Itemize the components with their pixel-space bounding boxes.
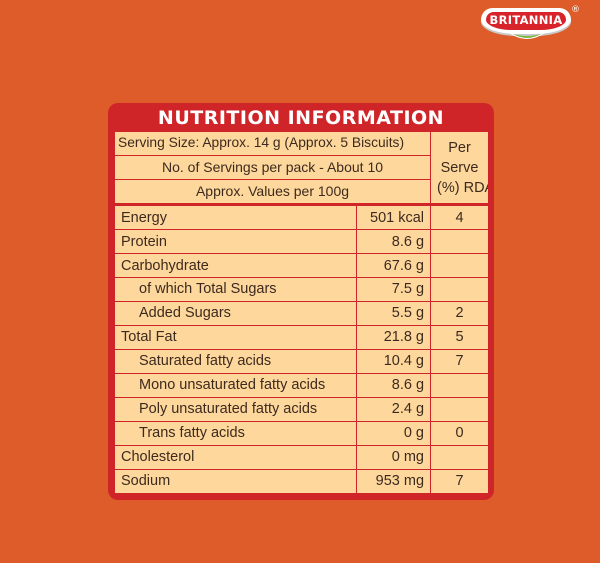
values-basis-row: Approx. Values per 100g bbox=[113, 178, 489, 206]
servings-per-pack: No. of Servings per pack - About 10 bbox=[113, 154, 432, 180]
nutrient-value: 501 kcal bbox=[355, 202, 432, 231]
nutrient-rda: 2 bbox=[430, 300, 490, 326]
nutrient-name: Added Sugars bbox=[114, 300, 357, 326]
nutrient-value: 5.5 g bbox=[355, 300, 432, 326]
serving-size: Serving Size: Approx. 14 g (Approx. 5 Bi… bbox=[113, 131, 432, 156]
serving-size-row: Serving Size: Approx. 14 g (Approx. 5 Bi… bbox=[113, 131, 490, 205]
nutrient-row: Sodium 953 mg 7 bbox=[114, 468, 490, 495]
nutrient-value: 2.4 g bbox=[355, 396, 432, 422]
nutrient-row: Cholesterol 0 mg bbox=[114, 444, 490, 470]
per-serve-line1: Per bbox=[448, 139, 471, 156]
nutrient-row: of which Total Sugars 7.5 g bbox=[114, 277, 490, 302]
nutrition-title: NUTRITION INFORMATION bbox=[157, 107, 445, 129]
values-basis: Approx. Values per 100g bbox=[113, 178, 432, 206]
nutrient-value: 8.6 g bbox=[355, 229, 432, 255]
per-serve-line3: (%) RDA bbox=[437, 179, 489, 196]
nutrient-row: Poly unsaturated fatty acids 2.4 g bbox=[114, 396, 490, 422]
nutrient-rda: 0 bbox=[430, 420, 490, 446]
nutrient-row: Energy 501 kcal 4 bbox=[114, 202, 490, 231]
nutrient-name: Protein bbox=[114, 229, 357, 255]
nutrient-rda: 7 bbox=[430, 348, 490, 374]
nutrient-name: Cholesterol bbox=[114, 444, 357, 470]
nutrient-value: 10.4 g bbox=[355, 348, 432, 374]
nutrient-row: Mono unsaturated fatty acids 8.6 g bbox=[114, 372, 490, 398]
nutrient-rda bbox=[430, 253, 490, 278]
registered-mark: ® bbox=[571, 5, 580, 15]
nutrient-rda bbox=[430, 229, 490, 255]
nutrient-name: Trans fatty acids bbox=[114, 420, 357, 446]
nutrient-name: of which Total Sugars bbox=[114, 277, 357, 302]
nutrient-row: Protein 8.6 g bbox=[114, 229, 490, 255]
nutrient-name: Saturated fatty acids bbox=[114, 348, 357, 374]
nutrient-row: Added Sugars 5.5 g 2 bbox=[114, 300, 490, 326]
nutrition-table: Serving Size: Approx. 14 g (Approx. 5 Bi… bbox=[113, 131, 490, 495]
nutrient-row: Saturated fatty acids 10.4 g 7 bbox=[114, 348, 490, 374]
per-serve-line2: Serve bbox=[440, 159, 479, 176]
nutrient-row: Carbohydrate 67.6 g bbox=[114, 253, 490, 278]
nutrient-value: 7.5 g bbox=[355, 277, 432, 302]
nutrient-rda: 4 bbox=[430, 202, 490, 231]
nutrient-value: 67.6 g bbox=[355, 253, 432, 278]
nutrient-rda bbox=[430, 372, 490, 398]
per-serve-header: Per Serve (%) RDA bbox=[430, 131, 490, 205]
servings-per-pack-row: No. of Servings per pack - About 10 bbox=[113, 154, 489, 180]
nutrient-name: Mono unsaturated fatty acids bbox=[114, 372, 357, 398]
nutrient-rda bbox=[430, 396, 490, 422]
nutrient-name: Carbohydrate bbox=[114, 253, 357, 278]
nutrient-rda bbox=[430, 277, 490, 302]
nutrient-value: 953 mg bbox=[355, 468, 432, 495]
nutrient-name: Energy bbox=[114, 202, 357, 231]
nutrient-row: Total Fat 21.8 g 5 bbox=[114, 324, 490, 350]
nutrient-value: 0 g bbox=[355, 420, 432, 446]
logo-badge: BRITANNIA bbox=[481, 8, 571, 34]
nutrient-value: 21.8 g bbox=[355, 324, 432, 350]
nutrient-rda bbox=[430, 444, 490, 470]
nutrient-name: Total Fat bbox=[114, 324, 357, 350]
logo-wing-icon bbox=[509, 33, 545, 39]
logo-wordmark: BRITANNIA bbox=[486, 12, 566, 30]
nutrient-value: 8.6 g bbox=[355, 372, 432, 398]
nutrient-value: 0 mg bbox=[355, 444, 432, 470]
nutrient-row: Trans fatty acids 0 g 0 bbox=[114, 420, 490, 446]
nutrient-name: Sodium bbox=[114, 468, 357, 495]
nutrition-panel: NUTRITION INFORMATION Serving Size: Appr… bbox=[108, 103, 494, 500]
nutrient-rda: 7 bbox=[430, 468, 490, 495]
nutrient-name: Poly unsaturated fatty acids bbox=[114, 396, 357, 422]
britannia-logo: BRITANNIA ® bbox=[481, 5, 580, 40]
nutrient-rda: 5 bbox=[430, 324, 490, 350]
